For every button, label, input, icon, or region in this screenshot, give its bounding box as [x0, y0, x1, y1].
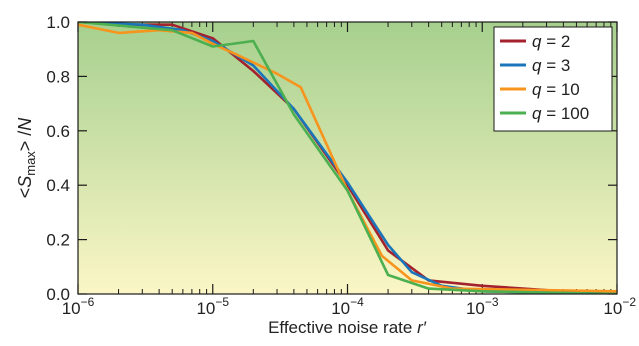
- y-tick-label: 0.6: [46, 122, 70, 141]
- y-axis-label-sub: max: [23, 151, 38, 176]
- y-axis-label-suffix: > /: [15, 131, 35, 152]
- y-tick-labels: 0.0 0.2 0.4 0.6 0.8 1.0: [46, 13, 70, 304]
- x-tick-label: 10−2: [603, 295, 636, 318]
- plot-frame: [77, 21, 618, 295]
- x-tick-label: 10−5: [196, 295, 229, 318]
- y-tick-label: 0.4: [46, 176, 70, 195]
- legend-label-q2: q = 2: [532, 32, 570, 51]
- legend-label-q100: q = 100: [532, 104, 589, 123]
- legend-label-q10: q = 10: [532, 80, 580, 99]
- x-axis-label-var: r′: [417, 318, 427, 337]
- y-axis-label-prefix: <: [15, 188, 35, 199]
- x-axis-label-text: Effective noise rate: [268, 318, 417, 337]
- series-line-q100: [78, 22, 617, 294]
- y-axis-label: <Smax> /N: [15, 117, 38, 199]
- x-axis-label: Effective noise rate r′: [268, 318, 427, 337]
- y-axis-label-n: N: [15, 117, 35, 131]
- legend: q = 2 q = 3 q = 10 q = 100: [493, 26, 613, 132]
- y-tick-label: 0.0: [46, 285, 70, 304]
- legend-item-q100: q = 100: [500, 104, 589, 123]
- minor-ticks: [118, 22, 612, 294]
- x-tick-labels: 10−6 10−5 10−4 10−3 10−2: [62, 295, 637, 318]
- y-axis-label-s: S: [15, 176, 35, 188]
- x-tick-label: 10−4: [331, 295, 364, 318]
- series-layer: [78, 22, 617, 294]
- x-tick-label: 10−6: [62, 295, 95, 318]
- legend-item-q2: q = 2: [500, 32, 570, 51]
- legend-item-q3: q = 3: [500, 56, 570, 75]
- y-tick-label: 0.2: [46, 231, 70, 250]
- legend-item-q10: q = 10: [500, 80, 580, 99]
- x-tick-label: 10−3: [466, 295, 499, 318]
- legend-label-q3: q = 3: [532, 56, 570, 75]
- y-tick-label: 0.8: [46, 67, 70, 86]
- y-tick-label: 1.0: [46, 13, 70, 32]
